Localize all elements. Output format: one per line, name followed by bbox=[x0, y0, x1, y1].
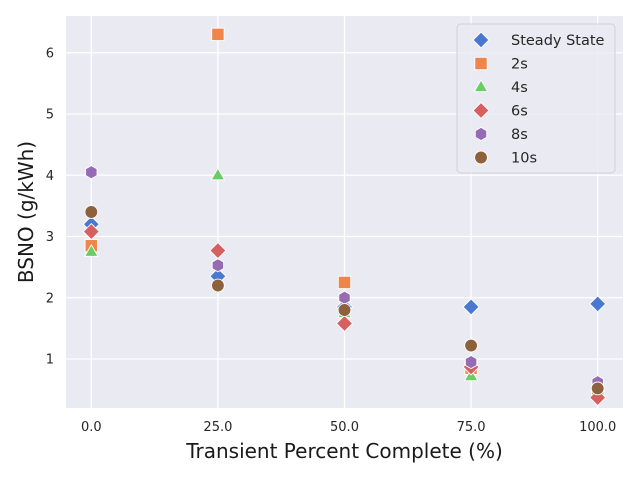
data-point bbox=[338, 290, 351, 305]
y-tick-label: 5 bbox=[46, 108, 54, 123]
data-point bbox=[462, 298, 480, 316]
x-tick-labels: 0.0 25.0 50.0 75.0 100.0 bbox=[81, 420, 616, 435]
data-point bbox=[337, 275, 352, 290]
legend-marker bbox=[472, 31, 490, 49]
data-point bbox=[211, 278, 225, 293]
legend-marker bbox=[473, 79, 489, 93]
legend-marker bbox=[474, 56, 488, 71]
x-tick-label: 50.0 bbox=[330, 420, 359, 435]
x-tick-label: 75.0 bbox=[457, 420, 486, 435]
data-point bbox=[590, 381, 605, 396]
legend-label: 6s bbox=[511, 104, 528, 120]
x-tick-label: 100.0 bbox=[579, 420, 616, 435]
data-point bbox=[337, 303, 352, 317]
legend-label: 8s bbox=[511, 127, 528, 143]
legend-frame bbox=[456, 23, 616, 174]
legend-label: 2s bbox=[511, 57, 528, 73]
x-axis-label: Transient Percent Complete (%) bbox=[185, 439, 503, 463]
data-point bbox=[85, 165, 98, 180]
data-point bbox=[82, 222, 100, 241]
legend-label: 10s bbox=[511, 151, 537, 167]
data-point bbox=[83, 243, 99, 257]
y-axis-label: BSNO (g/kWh) bbox=[14, 141, 38, 283]
legend-marker bbox=[474, 126, 488, 142]
y-tick-label: 6 bbox=[46, 46, 54, 61]
x-tick-label: 25.0 bbox=[203, 420, 232, 435]
x-tick-label: 0.0 bbox=[81, 420, 102, 435]
data-point bbox=[589, 295, 607, 313]
data-points bbox=[82, 27, 607, 407]
data-point bbox=[211, 258, 225, 273]
series-10s bbox=[84, 205, 605, 396]
legend-marker bbox=[474, 150, 488, 165]
y-tick-labels: 1 2 3 4 5 6 bbox=[46, 46, 54, 367]
data-point bbox=[210, 167, 226, 181]
legend-label: 4s bbox=[511, 80, 528, 96]
data-point bbox=[84, 205, 99, 219]
y-tick-label: 4 bbox=[46, 169, 54, 184]
data-point bbox=[335, 314, 354, 333]
data-point bbox=[464, 354, 478, 370]
y-tick-label: 2 bbox=[46, 291, 54, 306]
legend-marker bbox=[472, 101, 490, 120]
data-point bbox=[211, 27, 225, 42]
y-tick-label: 1 bbox=[46, 353, 54, 368]
data-point bbox=[464, 338, 478, 353]
legend-label: Steady State bbox=[511, 33, 605, 49]
legend: Steady State 2s 4s 6s 8s 10s bbox=[456, 23, 616, 174]
y-tick-label: 3 bbox=[46, 230, 54, 245]
